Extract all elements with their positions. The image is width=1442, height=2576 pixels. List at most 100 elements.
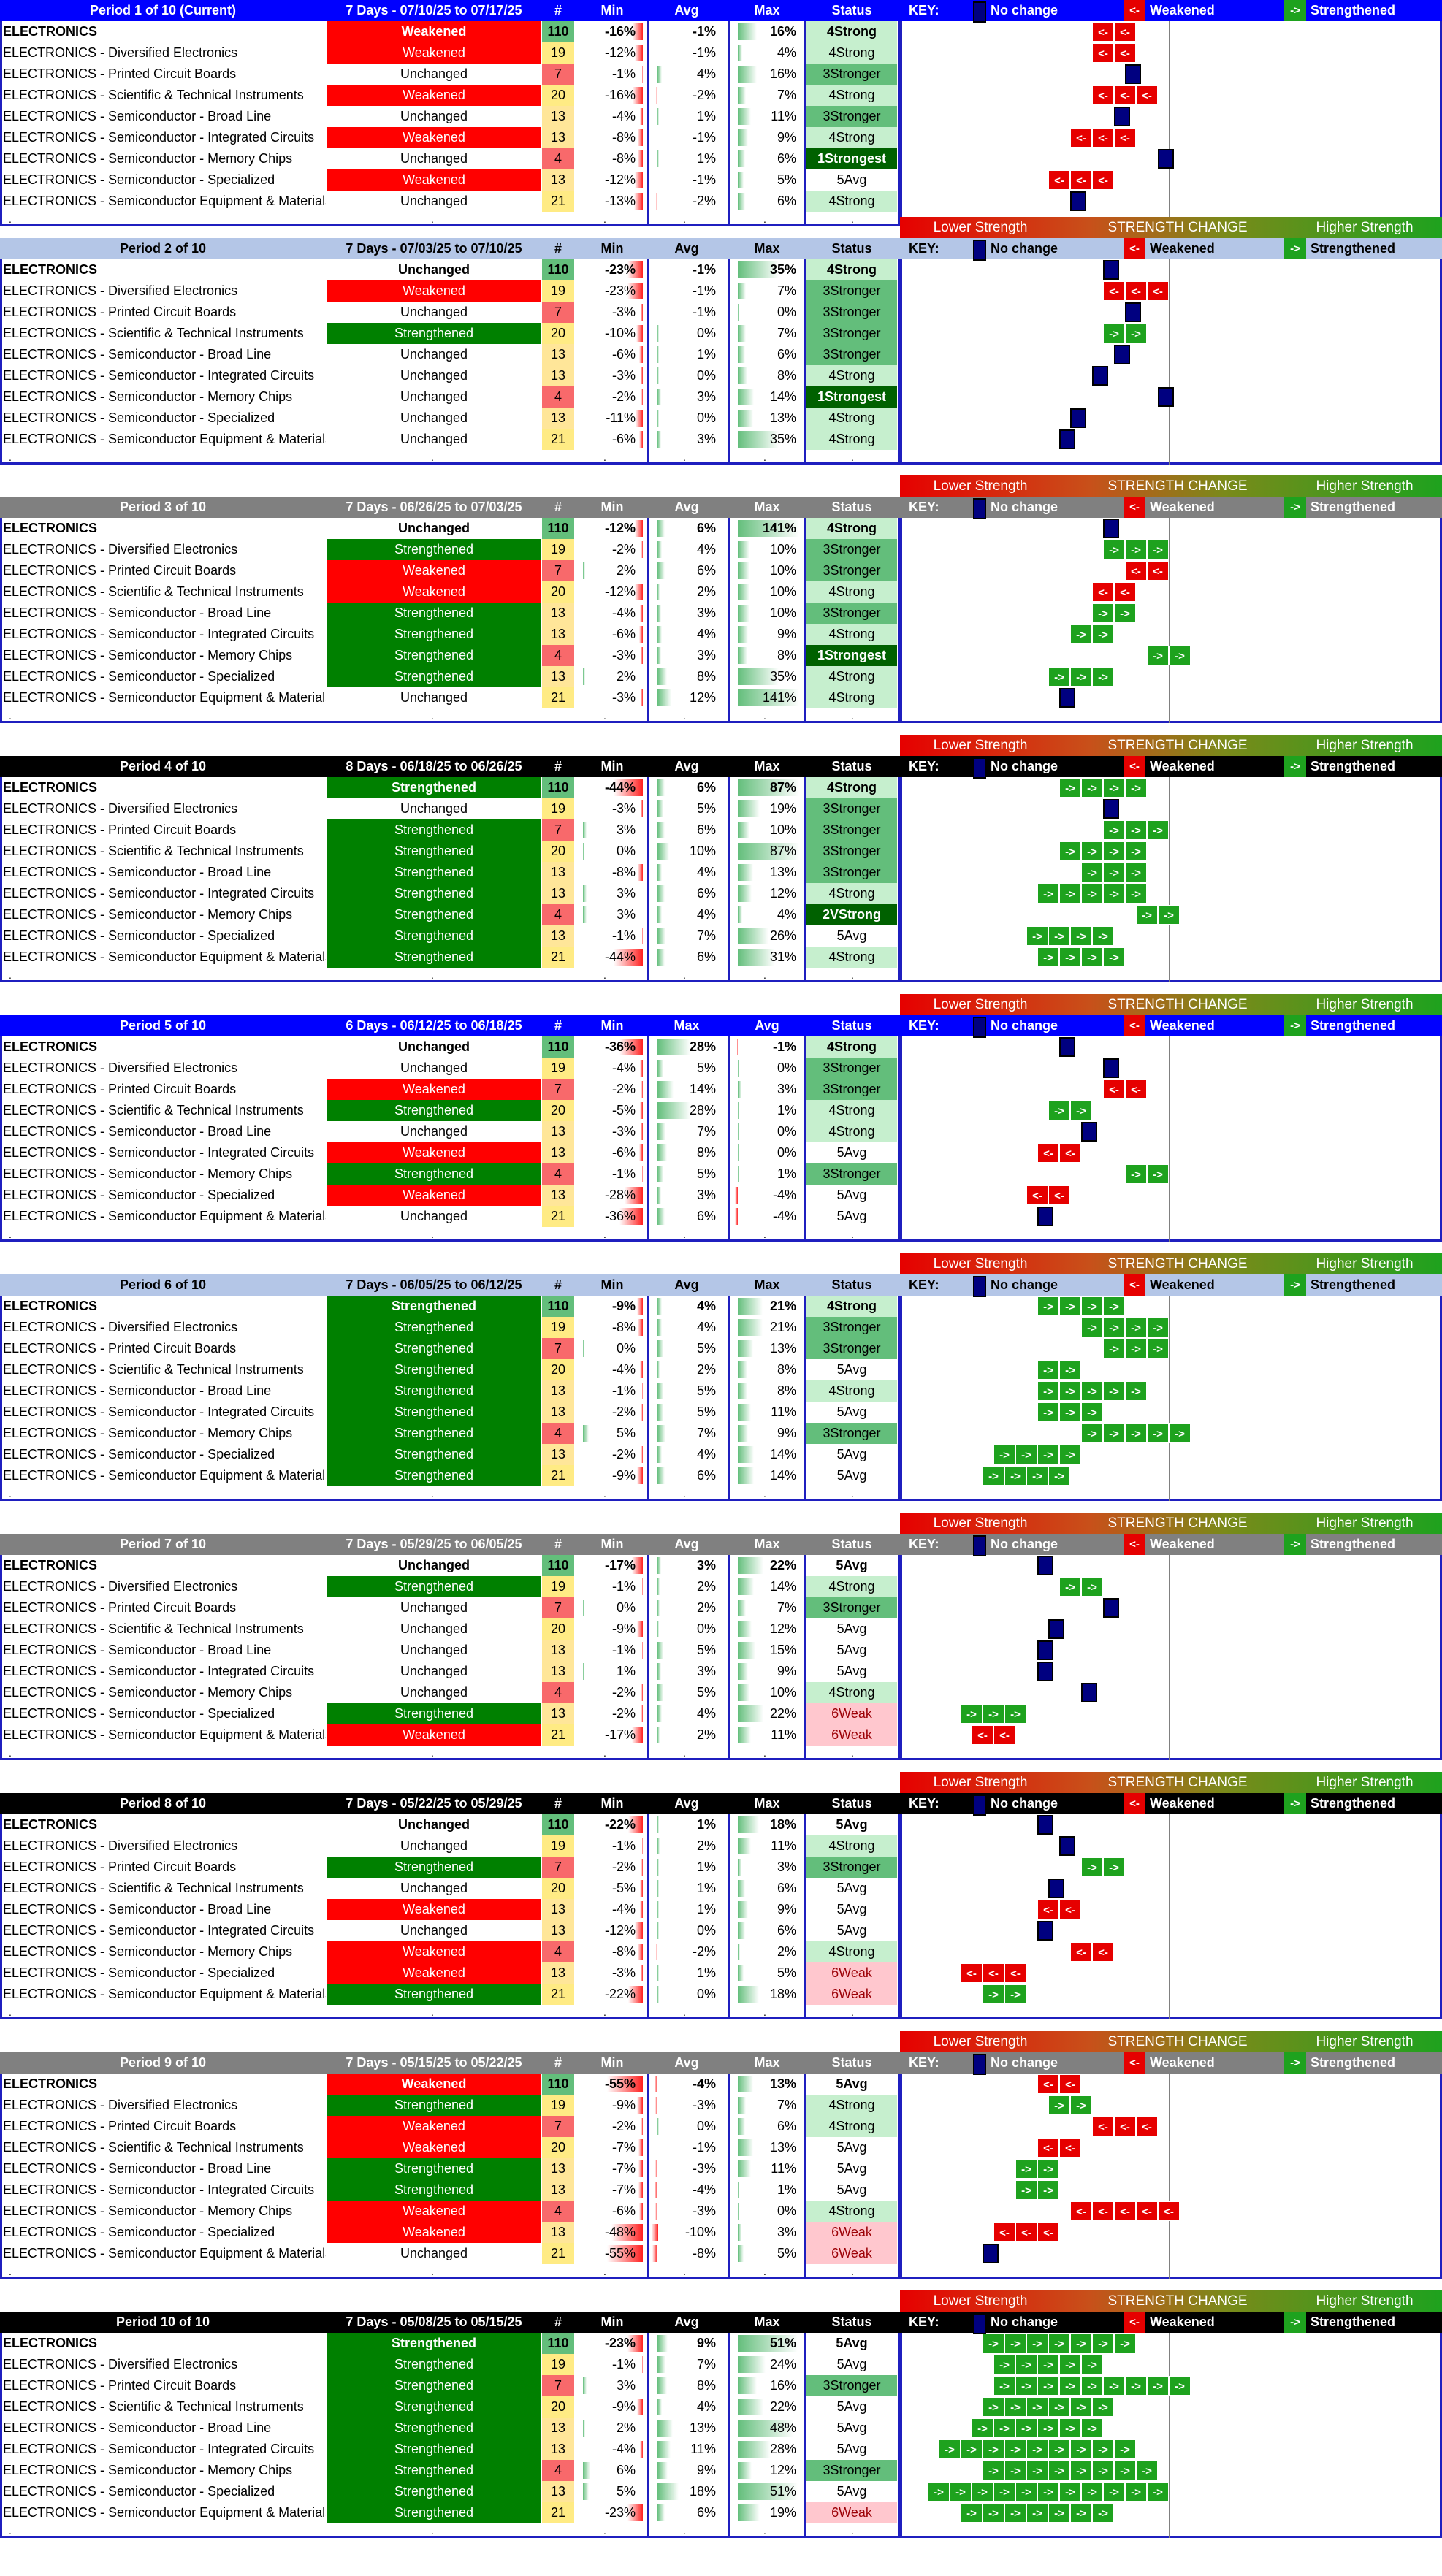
- industry-row[interactable]: ELECTRONICS - Semiconductor - Integrated…: [0, 2179, 900, 2201]
- industry-row[interactable]: ELECTRONICS - Semiconductor - Integrated…: [0, 624, 900, 645]
- industry-row[interactable]: ELECTRONICS - Semiconductor - Integrated…: [0, 1661, 900, 1682]
- industry-row[interactable]: ELECTRONICS - Semiconductor - Broad Line…: [0, 2418, 900, 2439]
- industry-row[interactable]: ELECTRONICS - Printed Circuit Boards Weak…: [0, 2116, 900, 2137]
- industry-row[interactable]: ELECTRONICS - Semiconductor - Memory Chi…: [0, 1682, 900, 1703]
- industry-row[interactable]: ELECTRONICS - Semiconductor - Broad Line…: [0, 603, 900, 624]
- stock-count: 110: [542, 1296, 574, 1317]
- industry-row[interactable]: ELECTRONICS - Diversified Electronics Unc…: [0, 798, 900, 819]
- industry-row[interactable]: ELECTRONICS - Printed Circuit Boards Stre…: [0, 2375, 900, 2396]
- industry-row[interactable]: ELECTRONICS - Diversified Electronics Str…: [0, 1576, 900, 1597]
- industry-row[interactable]: ELECTRONICS - Semiconductor - Broad Line…: [0, 1640, 900, 1661]
- industry-row[interactable]: ELECTRONICS - Semiconductor - Specialize…: [0, 1962, 900, 1984]
- industry-row[interactable]: ELECTRONICS - Printed Circuit Boards Stre…: [0, 1857, 900, 1878]
- industry-row[interactable]: ELECTRONICS - Scientific & Technical Ins…: [0, 2396, 900, 2418]
- industry-row[interactable]: ELECTRONICS - Scientific & Technical Ins…: [0, 85, 900, 106]
- industry-row[interactable]: ELECTRONICS - Semiconductor - Broad Line…: [0, 106, 900, 127]
- industry-row[interactable]: ELECTRONICS - Semiconductor - Integrated…: [0, 365, 900, 386]
- industry-row[interactable]: ELECTRONICS - Semiconductor - Memory Chi…: [0, 1423, 900, 1444]
- industry-row[interactable]: ELECTRONICS - Printed Circuit Boards Weak…: [0, 1079, 900, 1100]
- industry-row[interactable]: ELECTRONICS - Semiconductor - Memory Chi…: [0, 904, 900, 925]
- industry-row[interactable]: ELECTRONICS - Printed Circuit Boards Weak…: [0, 560, 900, 581]
- industry-row[interactable]: ELECTRONICS - Printed Circuit Boards Unch…: [0, 1597, 900, 1618]
- industry-row[interactable]: ELECTRONICS - Scientific & Technical Ins…: [0, 1618, 900, 1640]
- industry-row[interactable]: ELECTRONICS - Semiconductor - Specialize…: [0, 169, 900, 191]
- industry-row[interactable]: ELECTRONICS - Semiconductor Equipment & …: [0, 1724, 900, 1746]
- min-change-value: -23%: [604, 2505, 636, 2520]
- sector-total-row[interactable]: ELECTRONICS Strengthened 110 -23% 9% 51% 5Avg: [0, 2333, 900, 2354]
- sector-total-row[interactable]: ELECTRONICS Weakened 110 -16% -1% 16% 4Strong: [0, 21, 900, 42]
- sector-total-row[interactable]: ELECTRONICS Unchanged 110 -17% 3% 22% 5Avg: [0, 1555, 900, 1576]
- industry-row[interactable]: ELECTRONICS - Scientific & Technical Ins…: [0, 1878, 900, 1899]
- industry-row[interactable]: ELECTRONICS - Semiconductor - Specialize…: [0, 1444, 900, 1465]
- spacer-dot: .: [851, 451, 854, 463]
- industry-row[interactable]: ELECTRONICS - Semiconductor - Specialize…: [0, 2222, 900, 2243]
- key-legend: KEY: No change <- Weakened -> Strengthened: [900, 2312, 1442, 2334]
- industry-row[interactable]: ELECTRONICS - Semiconductor - Memory Chi…: [0, 148, 900, 169]
- industry-row[interactable]: ELECTRONICS - Semiconductor - Broad Line…: [0, 1380, 900, 1402]
- industry-row[interactable]: ELECTRONICS - Semiconductor - Memory Chi…: [0, 645, 900, 666]
- industry-row[interactable]: ELECTRONICS - Diversified Electronics Str…: [0, 1317, 900, 1338]
- industry-row[interactable]: ELECTRONICS - Semiconductor Equipment & …: [0, 2502, 900, 2523]
- industry-row[interactable]: ELECTRONICS - Printed Circuit Boards Stre…: [0, 1338, 900, 1359]
- industry-row[interactable]: ELECTRONICS - Scientific & Technical Ins…: [0, 2137, 900, 2158]
- industry-row[interactable]: ELECTRONICS - Semiconductor - Broad Line…: [0, 344, 900, 365]
- industry-row[interactable]: ELECTRONICS - Semiconductor Equipment & …: [0, 1206, 900, 1227]
- industry-row[interactable]: ELECTRONICS - Semiconductor - Specialize…: [0, 925, 900, 947]
- industry-row[interactable]: ELECTRONICS - Semiconductor - Memory Chi…: [0, 1941, 900, 1962]
- industry-row[interactable]: ELECTRONICS - Semiconductor - Memory Chi…: [0, 2201, 900, 2222]
- max-data-bar: [738, 1838, 751, 1854]
- industry-row[interactable]: ELECTRONICS - Printed Circuit Boards Stre…: [0, 819, 900, 841]
- industry-row[interactable]: ELECTRONICS - Scientific & Technical Ins…: [0, 581, 900, 603]
- industry-row[interactable]: ELECTRONICS - Semiconductor Equipment & …: [0, 1984, 900, 2005]
- industry-row[interactable]: ELECTRONICS - Semiconductor - Integrated…: [0, 127, 900, 148]
- industry-row[interactable]: ELECTRONICS - Semiconductor - Broad Line…: [0, 2158, 900, 2179]
- industry-row[interactable]: ELECTRONICS - Semiconductor - Integrated…: [0, 1402, 900, 1423]
- industry-row[interactable]: ELECTRONICS - Semiconductor Equipment & …: [0, 191, 900, 212]
- avg-data-bar: [655, 2097, 657, 2114]
- industry-row[interactable]: ELECTRONICS - Semiconductor - Broad Line…: [0, 862, 900, 883]
- industry-row[interactable]: ELECTRONICS - Diversified Electronics Unc…: [0, 1835, 900, 1857]
- sector-total-row[interactable]: ELECTRONICS Strengthened 110 -9% 4% 21% 4Stron…: [0, 1296, 900, 1317]
- industry-row[interactable]: ELECTRONICS - Semiconductor Equipment & …: [0, 947, 900, 968]
- industry-row[interactable]: ELECTRONICS - Semiconductor - Integrated…: [0, 883, 900, 904]
- strengthened-arrow: ->: [1015, 2180, 1037, 2200]
- sector-total-row[interactable]: ELECTRONICS Strengthened 110 -44% 6% 87% 4Stro…: [0, 777, 900, 798]
- industry-row[interactable]: ELECTRONICS - Semiconductor - Broad Line…: [0, 1121, 900, 1142]
- industry-row[interactable]: ELECTRONICS - Semiconductor Equipment & …: [0, 429, 900, 450]
- industry-row[interactable]: ELECTRONICS - Semiconductor - Specialize…: [0, 1185, 900, 1206]
- industry-row[interactable]: ELECTRONICS - Diversified Electronics Wea…: [0, 280, 900, 302]
- industry-row[interactable]: ELECTRONICS - Semiconductor - Integrated…: [0, 1920, 900, 1941]
- min-change-value: -55%: [604, 2246, 636, 2260]
- sector-total-row[interactable]: ELECTRONICS Unchanged 110 -12% 6% 141% 4Strong: [0, 518, 900, 539]
- industry-row[interactable]: ELECTRONICS - Semiconductor - Integrated…: [0, 2439, 900, 2460]
- industry-row[interactable]: ELECTRONICS - Diversified Electronics Str…: [0, 2354, 900, 2375]
- industry-row[interactable]: ELECTRONICS - Scientific & Technical Ins…: [0, 1100, 900, 1121]
- spacer-dot: .: [763, 451, 766, 463]
- sector-total-row[interactable]: ELECTRONICS Unchanged 110 -36% 28% -1% 4Strong: [0, 1036, 900, 1058]
- industry-row[interactable]: ELECTRONICS - Printed Circuit Boards Unch…: [0, 64, 900, 85]
- industry-row[interactable]: ELECTRONICS - Semiconductor - Specialize…: [0, 408, 900, 429]
- industry-row[interactable]: ELECTRONICS - Semiconductor - Memory Chi…: [0, 386, 900, 408]
- industry-row[interactable]: ELECTRONICS - Diversified Electronics Unc…: [0, 1058, 900, 1079]
- industry-row[interactable]: ELECTRONICS - Semiconductor Equipment & …: [0, 2243, 900, 2264]
- sector-total-row[interactable]: ELECTRONICS Unchanged 110 -22% 1% 18% 5Avg: [0, 1814, 900, 1835]
- industry-row[interactable]: ELECTRONICS - Scientific & Technical Ins…: [0, 323, 900, 344]
- industry-row[interactable]: ELECTRONICS - Semiconductor - Broad Line…: [0, 1899, 900, 1920]
- sector-total-row[interactable]: ELECTRONICS Unchanged 110 -23% -1% 35% 4Strong: [0, 259, 900, 280]
- industry-row[interactable]: ELECTRONICS - Semiconductor - Integrated…: [0, 1142, 900, 1163]
- industry-row[interactable]: ELECTRONICS - Diversified Electronics Str…: [0, 2095, 900, 2116]
- industry-row[interactable]: ELECTRONICS - Scientific & Technical Ins…: [0, 1359, 900, 1380]
- industry-row[interactable]: ELECTRONICS - Semiconductor - Specialize…: [0, 666, 900, 687]
- industry-row[interactable]: ELECTRONICS - Semiconductor Equipment & …: [0, 687, 900, 708]
- min-data-bar: [619, 1208, 643, 1225]
- industry-row[interactable]: ELECTRONICS - Printed Circuit Boards Unch…: [0, 302, 900, 323]
- industry-row[interactable]: ELECTRONICS - Semiconductor - Specialize…: [0, 2481, 900, 2502]
- industry-row[interactable]: ELECTRONICS - Diversified Electronics Wea…: [0, 42, 900, 64]
- industry-row[interactable]: ELECTRONICS - Semiconductor - Memory Chi…: [0, 2460, 900, 2481]
- sector-total-row[interactable]: ELECTRONICS Weakened 110 -55% -4% 13% 5Avg: [0, 2074, 900, 2095]
- industry-row[interactable]: ELECTRONICS - Semiconductor - Memory Chi…: [0, 1163, 900, 1185]
- industry-row[interactable]: ELECTRONICS - Semiconductor Equipment & …: [0, 1465, 900, 1486]
- industry-row[interactable]: ELECTRONICS - Diversified Electronics Str…: [0, 539, 900, 560]
- industry-row[interactable]: ELECTRONICS - Scientific & Technical Ins…: [0, 841, 900, 862]
- industry-row[interactable]: ELECTRONICS - Semiconductor - Specialize…: [0, 1703, 900, 1724]
